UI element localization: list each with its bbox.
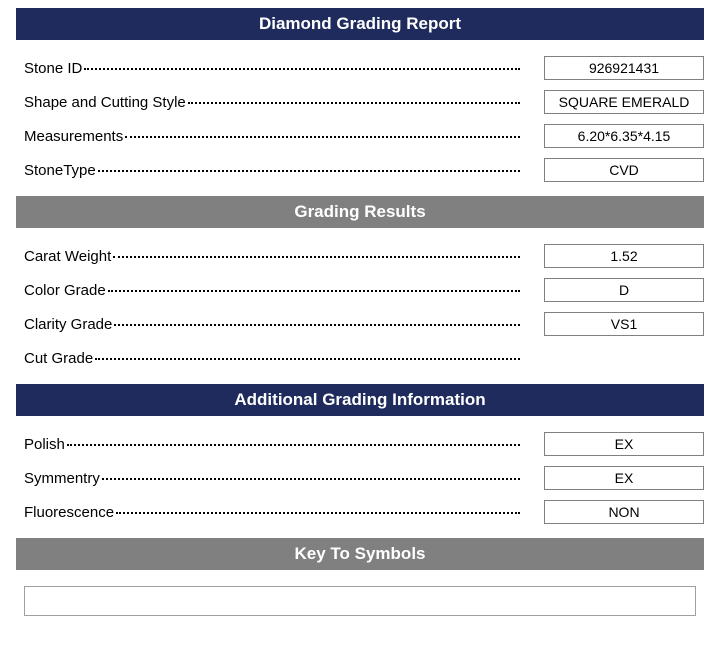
section-header-symbols: Key To Symbols (16, 538, 704, 570)
label-stone-id: Stone ID (24, 60, 82, 77)
label-clarity: Clarity Grade (24, 316, 112, 333)
leader-dots (67, 444, 520, 446)
section-header-grading: Grading Results (16, 196, 704, 228)
label-carat: Carat Weight (24, 248, 111, 265)
row-fluorescence: Fluorescence NON (24, 500, 704, 524)
row-stone-id: Stone ID 926921431 (24, 56, 704, 80)
label-wrap: Shape and Cutting Style (24, 94, 520, 111)
section-header-main: Diamond Grading Report (16, 8, 704, 40)
leader-dots (102, 478, 520, 480)
label-wrap: Polish (24, 436, 520, 453)
label-wrap: Stone ID (24, 60, 520, 77)
label-color: Color Grade (24, 282, 106, 299)
leader-dots (108, 290, 520, 292)
leader-dots (95, 358, 520, 360)
row-symmetry: Symmentry EX (24, 466, 704, 490)
row-color: Color Grade D (24, 278, 704, 302)
label-symmetry: Symmentry (24, 470, 100, 487)
label-measurements: Measurements (24, 128, 123, 145)
label-wrap: Cut Grade (24, 350, 520, 367)
value-symmetry: EX (544, 466, 704, 490)
section-header-additional: Additional Grading Information (16, 384, 704, 416)
label-wrap: Clarity Grade (24, 316, 520, 333)
value-polish: EX (544, 432, 704, 456)
leader-dots (188, 102, 520, 104)
value-stonetype: CVD (544, 158, 704, 182)
label-wrap: StoneType (24, 162, 520, 179)
label-wrap: Carat Weight (24, 248, 520, 265)
value-shape: SQUARE EMERALD (544, 90, 704, 114)
label-wrap: Fluorescence (24, 504, 520, 521)
label-fluorescence: Fluorescence (24, 504, 114, 521)
row-clarity: Clarity Grade VS1 (24, 312, 704, 336)
label-cut: Cut Grade (24, 350, 93, 367)
row-carat: Carat Weight 1.52 (24, 244, 704, 268)
label-stonetype: StoneType (24, 162, 96, 179)
leader-dots (113, 256, 520, 258)
leader-dots (114, 324, 520, 326)
row-cut: Cut Grade (24, 346, 704, 370)
leader-dots (125, 136, 520, 138)
value-measurements: 6.20*6.35*4.15 (544, 124, 704, 148)
label-wrap: Measurements (24, 128, 520, 145)
label-shape: Shape and Cutting Style (24, 94, 186, 111)
value-color: D (544, 278, 704, 302)
value-carat: 1.52 (544, 244, 704, 268)
leader-dots (98, 170, 520, 172)
symbols-box (24, 586, 696, 616)
label-wrap: Color Grade (24, 282, 520, 299)
label-polish: Polish (24, 436, 65, 453)
row-stonetype: StoneType CVD (24, 158, 704, 182)
value-fluorescence: NON (544, 500, 704, 524)
value-cut-empty (544, 346, 704, 370)
leader-dots (116, 512, 520, 514)
row-measurements: Measurements 6.20*6.35*4.15 (24, 124, 704, 148)
label-wrap: Symmentry (24, 470, 520, 487)
row-shape: Shape and Cutting Style SQUARE EMERALD (24, 90, 704, 114)
value-clarity: VS1 (544, 312, 704, 336)
leader-dots (84, 68, 520, 70)
value-stone-id: 926921431 (544, 56, 704, 80)
row-polish: Polish EX (24, 432, 704, 456)
